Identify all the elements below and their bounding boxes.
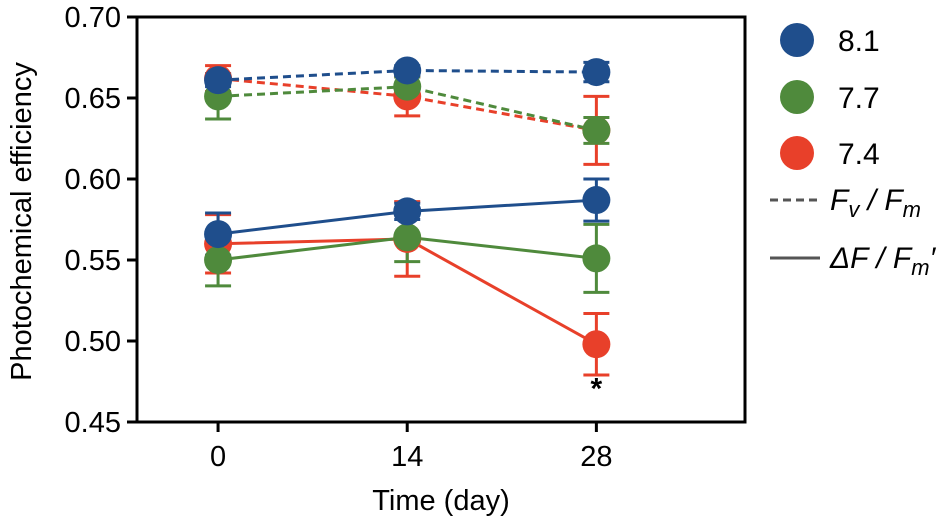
legend-marker-7.4 bbox=[780, 136, 814, 170]
y-tick-label: 0.55 bbox=[65, 245, 121, 277]
legend: 8.1 7.7 7.4 Fv / Fm ΔF / Fm′ bbox=[770, 23, 937, 280]
data-point-7.7 bbox=[582, 244, 611, 273]
y-tick-label: 0.60 bbox=[65, 164, 121, 196]
legend-label-7.4: 7.4 bbox=[838, 138, 880, 171]
legend-style-label-dashed: Fv / Fm bbox=[830, 184, 921, 222]
data-point-8.1 bbox=[204, 220, 233, 249]
x-axis-title: Time (day) bbox=[372, 485, 510, 517]
y-tick-label: 0.45 bbox=[65, 407, 121, 439]
legend-label-8.1: 8.1 bbox=[838, 25, 880, 58]
data-point-7.7 bbox=[204, 246, 233, 274]
axes: 0.45 0.50 0.55 0.60 0.65 0.70 0 14 28 Time (day) P… bbox=[6, 2, 747, 517]
x-tick-label: 14 bbox=[391, 441, 423, 473]
legend-label-7.7: 7.7 bbox=[838, 82, 880, 115]
plot-frame bbox=[135, 15, 747, 424]
data-point-8.1 bbox=[582, 58, 611, 87]
data-point-8.1 bbox=[582, 186, 611, 215]
series-layer: * bbox=[204, 56, 611, 406]
legend-style-label-solid: ΔF / Fm′ bbox=[829, 242, 937, 280]
data-point-7.7 bbox=[582, 116, 611, 145]
data-point-8.1 bbox=[204, 66, 233, 95]
data-points bbox=[204, 56, 611, 359]
data-point-8.1 bbox=[393, 197, 422, 226]
data-point-7.7 bbox=[393, 223, 422, 252]
y-tick-label: 0.50 bbox=[65, 326, 121, 358]
x-tick-label: 0 bbox=[210, 441, 226, 473]
data-point-7.4 bbox=[582, 330, 611, 359]
legend-marker-7.7 bbox=[780, 80, 814, 114]
legend-marker-8.1 bbox=[780, 23, 814, 57]
data-point-8.1 bbox=[393, 56, 422, 85]
x-tick-label: 28 bbox=[580, 441, 612, 473]
y-tick-label: 0.65 bbox=[65, 83, 121, 115]
y-tick-label: 0.70 bbox=[65, 2, 121, 34]
significance-asterisk: * bbox=[591, 373, 603, 406]
y-axis-title: Photochemical efficiency bbox=[6, 62, 38, 381]
